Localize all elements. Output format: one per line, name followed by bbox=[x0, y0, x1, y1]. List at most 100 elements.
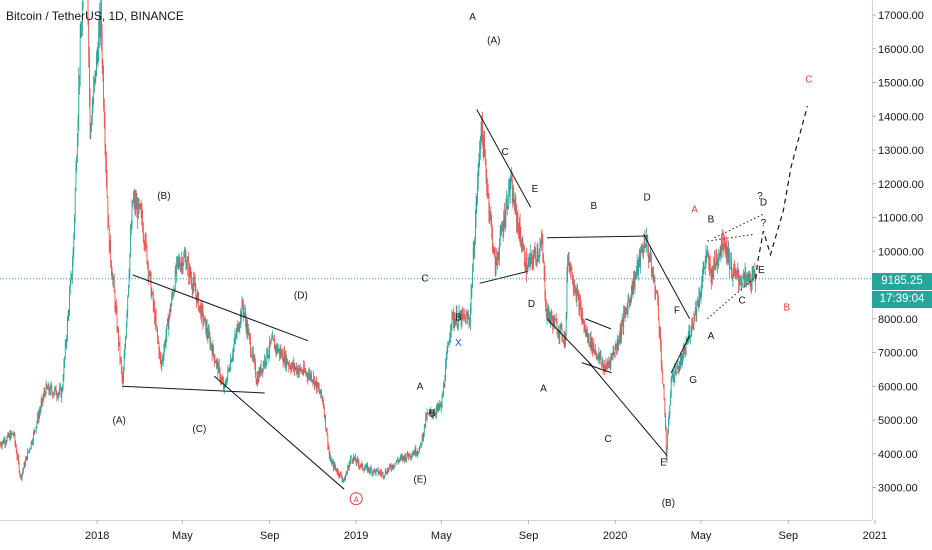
candle-body bbox=[113, 280, 115, 293]
candle-body bbox=[697, 305, 699, 306]
candle-body bbox=[351, 457, 353, 461]
candle-body bbox=[222, 380, 224, 382]
candle-body bbox=[683, 347, 685, 351]
candle-body bbox=[645, 245, 647, 247]
candle-body bbox=[540, 244, 542, 247]
candle-body bbox=[80, 36, 82, 38]
candle-body bbox=[254, 359, 256, 364]
candle-body bbox=[393, 466, 395, 468]
candle-body bbox=[753, 270, 754, 273]
wave-label: ? bbox=[757, 191, 763, 202]
candle-body bbox=[117, 328, 119, 331]
candle-body bbox=[137, 204, 138, 219]
candle-body bbox=[13, 434, 14, 435]
candle-body bbox=[248, 331, 250, 335]
candle-body bbox=[692, 320, 693, 326]
candle-body bbox=[580, 305, 582, 318]
candle-body bbox=[576, 291, 578, 300]
candle-body bbox=[665, 429, 667, 461]
candle-body bbox=[345, 473, 347, 476]
trendline bbox=[588, 362, 668, 456]
candle-body bbox=[639, 254, 641, 266]
candle-body bbox=[255, 375, 257, 381]
candle-body bbox=[588, 334, 590, 344]
candle-body bbox=[557, 333, 559, 335]
candle-body bbox=[327, 433, 329, 446]
candle-body bbox=[225, 384, 227, 385]
candle-body bbox=[531, 253, 532, 256]
candle-body bbox=[457, 324, 458, 327]
candle-body bbox=[313, 376, 315, 387]
wave-label: C bbox=[604, 434, 611, 445]
candle-body bbox=[737, 270, 739, 277]
candle-body bbox=[571, 267, 573, 280]
candle-body bbox=[281, 352, 283, 356]
candle-body bbox=[584, 328, 585, 329]
candle-body bbox=[705, 253, 707, 259]
candle-body bbox=[729, 267, 731, 269]
candle-body bbox=[477, 183, 478, 201]
candle-body bbox=[313, 376, 314, 381]
candle-body bbox=[550, 314, 552, 318]
candle-body bbox=[367, 467, 369, 472]
candle-body bbox=[118, 328, 119, 345]
candle-body bbox=[284, 352, 285, 365]
candle-body bbox=[619, 338, 620, 343]
candle-body bbox=[741, 279, 742, 284]
candle-body bbox=[308, 375, 309, 379]
candle-body bbox=[665, 415, 666, 430]
candle-body bbox=[54, 388, 55, 394]
candle-body bbox=[299, 366, 301, 369]
candle-body bbox=[344, 478, 346, 481]
candle-body bbox=[260, 365, 262, 374]
candle-body bbox=[267, 348, 268, 358]
candle-body bbox=[4, 439, 6, 444]
candle-body bbox=[120, 358, 121, 361]
candle-body bbox=[341, 477, 343, 481]
candle-body bbox=[668, 420, 669, 434]
candle-body bbox=[160, 358, 162, 366]
candle-body bbox=[29, 449, 31, 450]
candle-body bbox=[243, 305, 244, 314]
candle-body bbox=[286, 358, 287, 367]
candle-body bbox=[243, 312, 245, 314]
wave-label: B bbox=[708, 215, 715, 226]
candle-body bbox=[20, 474, 21, 476]
candle-body bbox=[103, 72, 104, 106]
candle-body bbox=[18, 462, 20, 472]
candle-body bbox=[133, 199, 134, 201]
candle-body bbox=[647, 239, 649, 251]
candle-body bbox=[660, 332, 661, 346]
candle-body bbox=[45, 392, 46, 395]
candle-body bbox=[235, 334, 237, 336]
candle-body bbox=[220, 379, 222, 381]
candle-body bbox=[73, 234, 75, 253]
candle-body bbox=[69, 283, 71, 294]
candle-body bbox=[299, 366, 300, 371]
candle-body bbox=[129, 253, 131, 275]
candle-body bbox=[388, 467, 390, 471]
candle-body bbox=[294, 363, 295, 370]
candle-body bbox=[155, 315, 157, 325]
candle-body bbox=[484, 154, 486, 162]
candle-body bbox=[611, 354, 612, 356]
candle-body bbox=[479, 152, 480, 158]
candle-body bbox=[45, 384, 47, 395]
candle-body bbox=[124, 346, 126, 357]
y-tick-label: 15000.00 bbox=[878, 78, 924, 90]
candle-body bbox=[331, 462, 333, 465]
candle-body bbox=[382, 472, 384, 477]
candle-body bbox=[650, 255, 652, 274]
candle-body bbox=[89, 54, 90, 94]
candle-body bbox=[659, 330, 661, 333]
candle-body bbox=[76, 141, 78, 162]
candle-body bbox=[159, 352, 160, 355]
candle-body bbox=[596, 352, 598, 357]
candle-body bbox=[731, 272, 733, 281]
candle-body bbox=[9, 434, 11, 440]
candle-body bbox=[109, 240, 111, 252]
candle-body bbox=[409, 453, 411, 457]
candle-body bbox=[543, 255, 544, 263]
candle-body bbox=[38, 413, 40, 420]
